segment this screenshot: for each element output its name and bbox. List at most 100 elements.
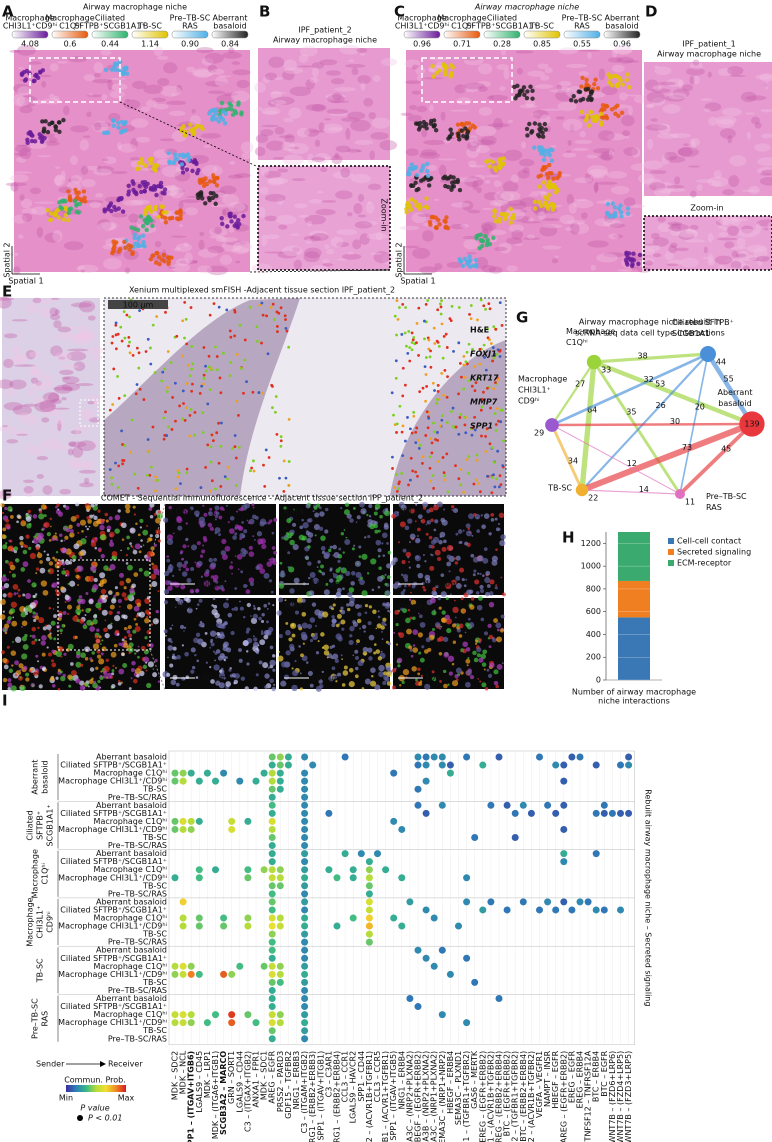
transcript bbox=[188, 374, 192, 378]
tissue-texture bbox=[474, 174, 486, 181]
signal bbox=[331, 607, 335, 611]
signal bbox=[60, 632, 63, 635]
node-label: Pre–TB-SC bbox=[706, 492, 747, 501]
signal bbox=[358, 545, 362, 549]
signal bbox=[5, 518, 10, 523]
transcript bbox=[477, 377, 480, 380]
tissue-texture bbox=[88, 396, 94, 401]
transcript bbox=[167, 425, 170, 429]
signal bbox=[118, 642, 122, 646]
signal bbox=[473, 657, 479, 663]
transcript bbox=[471, 426, 475, 430]
transcript bbox=[188, 414, 192, 417]
transcript bbox=[393, 486, 396, 489]
spot bbox=[167, 159, 172, 164]
dot bbox=[268, 850, 276, 858]
connector bbox=[249, 269, 391, 273]
tissue-texture bbox=[153, 46, 164, 57]
tissue-texture bbox=[579, 130, 586, 138]
spot bbox=[61, 117, 66, 123]
dot bbox=[592, 850, 600, 858]
bar-segment bbox=[618, 580, 650, 618]
signal bbox=[349, 634, 353, 638]
signal bbox=[222, 643, 228, 649]
tissue-texture bbox=[624, 136, 630, 139]
tissue-texture bbox=[50, 297, 60, 300]
tissue-texture bbox=[668, 245, 677, 254]
signal bbox=[70, 662, 74, 666]
edge-value: 26 bbox=[656, 401, 666, 410]
signal bbox=[470, 597, 475, 601]
tissue-texture bbox=[324, 244, 330, 250]
transcript bbox=[202, 373, 206, 377]
signal bbox=[292, 522, 297, 527]
spot bbox=[136, 166, 141, 171]
transcript bbox=[498, 301, 502, 305]
signal bbox=[443, 683, 448, 689]
tissue-texture bbox=[88, 93, 94, 97]
transcript bbox=[436, 383, 440, 387]
tissue-texture bbox=[672, 88, 690, 99]
signal bbox=[478, 657, 484, 663]
spot bbox=[631, 251, 636, 256]
signal bbox=[207, 522, 213, 528]
spot bbox=[532, 199, 538, 205]
spot bbox=[116, 249, 121, 254]
legend-name: Pre–TB-SC bbox=[562, 14, 603, 23]
legend-colorbar bbox=[563, 30, 601, 39]
signal bbox=[85, 505, 92, 511]
signal bbox=[116, 610, 121, 615]
transcript bbox=[454, 464, 457, 468]
signal bbox=[458, 634, 463, 638]
signal bbox=[129, 587, 135, 594]
transcript bbox=[451, 424, 455, 428]
signal bbox=[3, 582, 10, 589]
x-tick-label: GDF15 – TGFBR2 bbox=[284, 1051, 293, 1119]
signal bbox=[499, 628, 505, 633]
tissue-texture bbox=[199, 231, 205, 237]
signal bbox=[252, 604, 256, 608]
transcript bbox=[462, 387, 466, 391]
signal bbox=[379, 514, 383, 519]
signal bbox=[168, 505, 172, 510]
spot bbox=[525, 133, 530, 138]
signal bbox=[76, 605, 81, 610]
receiver-label: TB-SC bbox=[142, 1026, 167, 1035]
tissue-texture bbox=[268, 56, 285, 68]
transcript bbox=[406, 351, 410, 355]
tissue-texture bbox=[66, 348, 89, 352]
spot bbox=[419, 168, 424, 174]
signal bbox=[264, 673, 270, 679]
dot bbox=[544, 898, 552, 906]
tissue-texture bbox=[713, 170, 722, 179]
tissue-texture bbox=[68, 441, 87, 448]
signal bbox=[197, 638, 204, 645]
tissue-texture bbox=[695, 179, 716, 183]
tissue-texture bbox=[330, 236, 344, 248]
signal bbox=[108, 590, 111, 594]
transcript bbox=[229, 361, 233, 364]
signal bbox=[5, 542, 8, 545]
spot bbox=[588, 109, 593, 115]
signal bbox=[78, 618, 84, 624]
tissue-texture bbox=[304, 247, 322, 259]
signal bbox=[101, 639, 104, 642]
transcript bbox=[492, 325, 496, 329]
signal bbox=[484, 577, 491, 584]
transcript bbox=[119, 325, 123, 329]
node-label: basaloid bbox=[718, 399, 751, 408]
signal bbox=[272, 560, 277, 566]
tissue-texture bbox=[714, 255, 733, 265]
signal bbox=[79, 556, 83, 559]
tissue-texture bbox=[262, 110, 278, 114]
x-axis-label: niche interactions bbox=[598, 697, 670, 706]
transcript bbox=[495, 477, 498, 481]
transcript bbox=[492, 356, 496, 360]
signal bbox=[133, 605, 140, 612]
dot bbox=[617, 761, 624, 769]
dot bbox=[195, 777, 203, 785]
tissue-texture bbox=[741, 225, 754, 234]
tissue-texture bbox=[720, 217, 730, 226]
signal bbox=[402, 589, 406, 592]
dot bbox=[446, 761, 454, 769]
